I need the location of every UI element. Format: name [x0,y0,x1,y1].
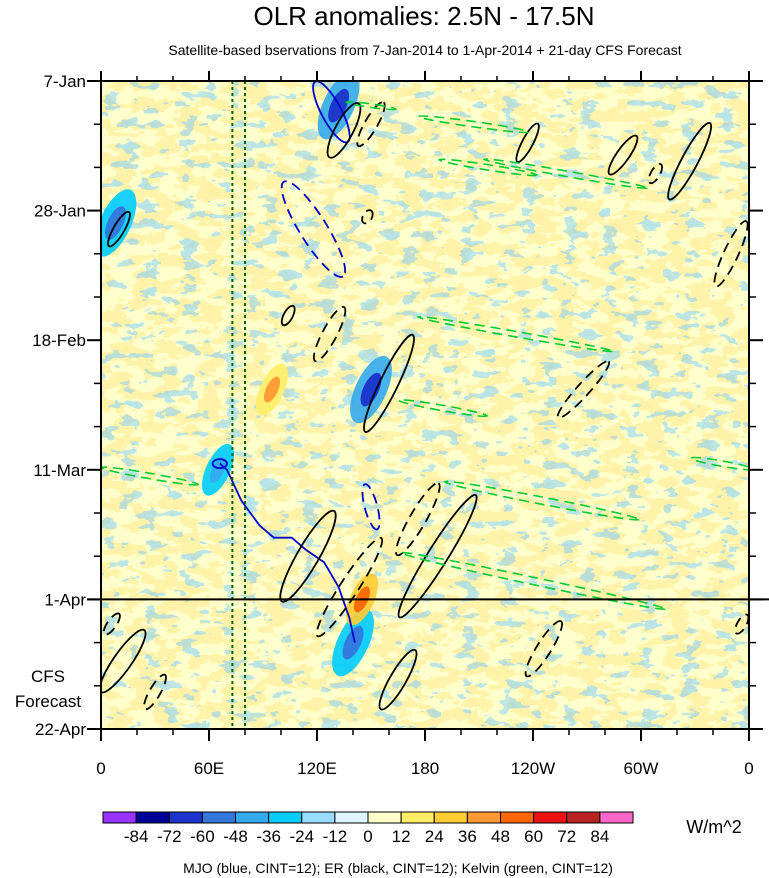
er-contour-negative [607,134,639,176]
colorbar-label: 0 [363,827,372,846]
colorbar-swatch [301,811,336,824]
er-contour-positive [524,620,563,678]
colorbar-label: 24 [425,827,444,846]
er-contour-positive [556,360,611,419]
colorbar-swatch [135,811,170,824]
x-tick-label: 120W [511,759,555,778]
colorbar-swatch [268,811,303,824]
er-contour-negative [378,648,418,711]
x-tick-label: 0 [744,759,753,778]
chart-subtitle: Satellite-based bservations from 7-Jan-2… [168,42,681,58]
colorbar-swatch [102,811,137,824]
plot-area [101,81,749,729]
colorbar-swatch [367,811,402,824]
forecast-label-line2: Forecast [15,692,81,711]
mjo-contour-negative [211,458,228,470]
colorbar-label: 36 [458,827,477,846]
er-contour-positive [356,101,386,148]
olr-feature-core [342,625,364,660]
colorbar-label: -60 [190,827,215,846]
kelvin-contour-positive [400,551,666,610]
x-tick-label: 60E [194,759,224,778]
colorbar: -84 -72 -60 -48 -36 -24 -12 0 12 24 36 48 60 72 84 [102,811,634,846]
er-contour-positive [315,536,384,638]
wave-contours [101,81,749,711]
colorbar-label: 84 [590,827,609,846]
colorbar-swatch [566,811,601,824]
er-contour-positive [143,673,167,711]
colorbar-swatch [168,811,203,824]
x-tick-label: 60W [624,759,659,778]
y-tick-label: 18-Feb [32,331,86,350]
er-contour-negative [667,121,713,201]
y-tick-label: 28-Jan [34,202,86,221]
colorbar-swatch [466,811,501,824]
colorbar-swatch [500,811,535,824]
forecast-label-line1: CFS [31,667,65,686]
er-contour-negative [280,304,296,327]
er-contour-positive [713,220,749,288]
colorbar-swatch [400,811,435,824]
colorbar-label: 72 [557,827,576,846]
x-tick-label: 120E [297,759,337,778]
colorbar-swatch [533,811,568,824]
kelvin-contour-positive [416,315,614,353]
kelvin-contour-positive [483,158,648,189]
colorbar-label: 48 [491,827,510,846]
colorbar-label: -72 [157,827,182,846]
er-contour-positive [102,612,121,636]
mjo-contour-positive [280,180,347,278]
olr-feature-core [209,456,227,483]
er-contour-negative [101,628,147,694]
olr-feature-core [263,376,281,403]
colorbar-swatch [201,811,236,824]
chart-title: OLR anomalies: 2.5N - 17.5N [253,1,594,31]
colorbar-swatch [599,811,634,824]
er-contour-negative [107,210,131,248]
colorbar-label: -24 [289,827,314,846]
colorbar-label: -36 [256,827,281,846]
x-tick-label: 180 [411,759,439,778]
footer-caption: MJO (blue, CINT=12); ER (black, CINT=12)… [183,860,613,876]
er-contour-positive [312,305,347,363]
olr-feature-core [360,372,382,407]
kelvin-contour-positive [101,466,200,486]
er-contour-positive [361,209,374,225]
colorbar-label: -48 [223,827,248,846]
y-tick-label: 1-Apr [44,590,86,609]
y-tick-label: 11-Mar [33,461,86,480]
er-contour-negative [363,333,415,433]
axes: 0 60E 120E 180 120W 60W 0 7-Jan 28-Jan 18-Feb 11-M… [32,71,763,778]
er-contour-positive [395,482,441,557]
colorbar-label: -84 [124,827,149,846]
colorbar-label: 12 [392,827,411,846]
er-contour-positive [734,613,749,635]
er-contour-negative [326,102,362,159]
mjo-contour-track [219,462,356,643]
colorbar-swatch [334,811,369,824]
y-tick-label: 22-Apr [35,720,86,739]
colorbar-swatch [433,811,468,824]
kelvin-contour-positive [444,480,640,521]
er-contour-negative [279,509,337,603]
reference-longitude-lines [231,81,246,729]
colorbar-label: -12 [323,827,348,846]
er-contour-positive [647,163,663,185]
kelvin-contour-positive [397,399,489,418]
er-contour-negative [397,494,478,619]
kelvin-contour-positive [438,158,538,177]
colorbar-swatch [235,811,270,824]
x-tick-label: 0 [96,759,105,778]
mjo-contour-positive [361,483,381,531]
colorbar-label: 60 [524,827,543,846]
olr-texture-cool [101,81,749,729]
y-tick-label: 7-Jan [43,72,86,91]
kelvin-contour-positive [345,100,397,111]
er-contour-negative [515,122,540,163]
kelvin-contour-positive [417,115,530,134]
colorbar-units: W/m^2 [686,817,741,837]
